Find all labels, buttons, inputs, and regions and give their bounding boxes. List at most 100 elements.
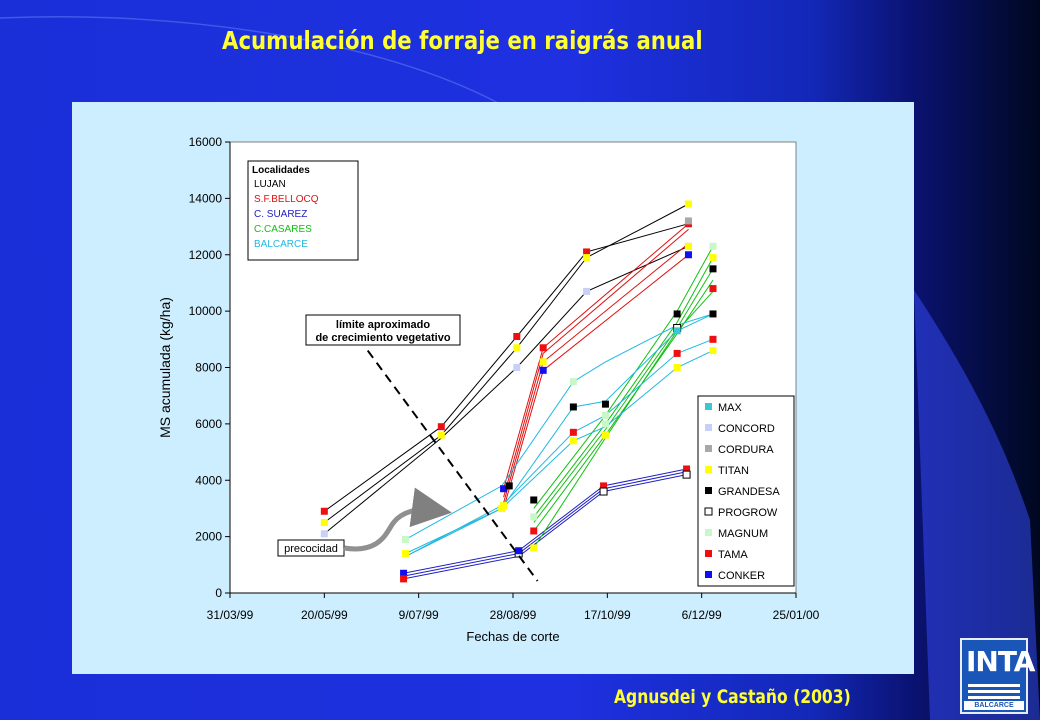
data-point-tama xyxy=(437,423,445,431)
chart-panel: 0 2000 4000 6000 8000 10000 12000 14000 16000 31/… xyxy=(72,102,914,674)
legend-label-progrow: PROGROW xyxy=(718,507,778,519)
logo-subtitle: BALCARCE xyxy=(964,701,1024,710)
y-tick-label: 6000 xyxy=(195,417,222,431)
data-point-titan xyxy=(498,504,506,512)
data-point-titan xyxy=(437,431,445,439)
localidades-box xyxy=(247,160,359,261)
legend-label-max: MAX xyxy=(718,402,743,414)
data-point-titan xyxy=(530,544,538,552)
legend-swatch-max xyxy=(705,403,712,410)
limite-annotation-line2: de crecimiento vegetativo xyxy=(315,332,450,344)
y-tick-label: 8000 xyxy=(195,361,222,375)
y-tick-label: 4000 xyxy=(195,473,222,487)
y-tick-label: 12000 xyxy=(189,248,223,262)
localidad-label: S.F.BELLOCQ xyxy=(254,194,319,205)
x-tick-label: 9/07/99 xyxy=(399,608,439,622)
series-line-c-casares xyxy=(533,268,714,523)
data-point-max xyxy=(673,327,681,335)
data-point-magnum xyxy=(530,513,538,521)
data-point-tama xyxy=(709,335,717,343)
series-line-balcarce xyxy=(405,350,714,557)
x-tick-label: 31/03/99 xyxy=(207,608,254,622)
legend-label-grandesa: GRANDESA xyxy=(718,486,780,498)
data-point-tama xyxy=(400,575,408,583)
localidad-label: C. SUAREZ xyxy=(254,209,307,220)
data-point-magnum xyxy=(601,420,609,428)
limite-annotation-box xyxy=(305,314,461,346)
data-point-tama xyxy=(569,428,577,436)
data-point-titan xyxy=(320,519,328,527)
logo-text: INTA xyxy=(966,645,1035,678)
data-point-concord xyxy=(583,287,591,295)
legend-label-concord: CONCORD xyxy=(718,423,775,435)
data-point-titan xyxy=(583,254,591,262)
y-tick-label: 0 xyxy=(215,586,222,600)
legend-label-titan: TITAN xyxy=(718,465,749,477)
legend-swatch-magnum xyxy=(705,529,712,536)
data-point-tama xyxy=(513,332,521,340)
data-point-concord xyxy=(320,530,328,538)
data-point-magnum xyxy=(601,411,609,419)
data-point-grandesa xyxy=(673,310,681,318)
legend-label-tama: TAMA xyxy=(718,549,748,561)
series-line-balcarce xyxy=(405,313,714,540)
series-line-c-suarez xyxy=(403,468,687,574)
vegetative-limit-line xyxy=(366,349,539,582)
data-point-conker xyxy=(400,569,408,577)
x-tick-label: 6/12/99 xyxy=(682,608,722,622)
legend-swatch-grandesa xyxy=(705,487,712,494)
data-point-cordura xyxy=(684,217,692,225)
localidades-legend: Localidades LUJAN S.F.BELLOCQ C. SUAREZ C.CA… xyxy=(247,160,359,261)
x-tick-label: 20/05/99 xyxy=(301,608,348,622)
precocidad-annotation: precocidad xyxy=(284,543,338,555)
y-tick-label: 10000 xyxy=(189,304,223,318)
series-line-balcarce xyxy=(405,338,714,557)
data-point-tama xyxy=(673,349,681,357)
limite-annotation-line1: límite aproximado xyxy=(336,319,430,331)
inta-logo: INTA BALCARCE xyxy=(960,638,1035,714)
data-point-titan xyxy=(601,431,609,439)
data-point-grandesa xyxy=(505,482,513,490)
data-point-titan xyxy=(684,200,692,208)
legend-swatch-cordura xyxy=(705,445,712,452)
data-point-titan xyxy=(673,364,681,371)
data-point-concord xyxy=(513,364,521,371)
logo-lines xyxy=(968,684,1020,700)
x-tick-label: 17/10/99 xyxy=(584,608,631,622)
data-point-titan xyxy=(539,358,547,366)
credit-text: Agnusdei y Castaño (2003) xyxy=(614,686,851,708)
legend-label-cordura: CORDURA xyxy=(718,444,774,456)
legend-swatch-concord xyxy=(705,424,712,431)
data-point-magnum xyxy=(569,378,577,386)
data-point-tama xyxy=(530,527,538,535)
data-point-progrow xyxy=(682,470,691,479)
legend-swatch-conker xyxy=(705,571,712,578)
accumulation-chart: 0 2000 4000 6000 8000 10000 12000 14000 16000 31/… xyxy=(157,135,820,644)
variety-legend: MAX CONCORD CORDURA TITAN GRANDESA PROGROW MAG… xyxy=(697,395,795,587)
data-point-grandesa xyxy=(709,310,717,318)
data-point-conker xyxy=(500,485,508,493)
legend-label-conker: CONKER xyxy=(718,570,765,582)
data-point-conker xyxy=(539,366,547,374)
data-point-titan xyxy=(709,347,717,355)
data-point-tama xyxy=(683,465,691,473)
y-tick-label: 16000 xyxy=(189,135,223,149)
x-tick-label: 28/08/99 xyxy=(490,608,537,622)
slide-title: Acumulación de forraje en raigrás anual xyxy=(222,26,703,55)
localidades-title: Localidades xyxy=(252,165,310,176)
data-point-conker xyxy=(515,547,523,555)
localidad-label: BALCARCE xyxy=(254,239,308,250)
x-tick-label: 25/01/00 xyxy=(773,608,820,622)
y-tick-label: 14000 xyxy=(189,191,223,205)
data-point-grandesa xyxy=(709,265,717,273)
y-tick-label: 2000 xyxy=(195,530,222,544)
data-point-magnum xyxy=(401,535,409,543)
data-point-tama xyxy=(583,248,591,256)
series-line-s-f-bellocq xyxy=(503,229,689,498)
data-point-tama xyxy=(539,344,547,352)
series-line-c-casares xyxy=(533,257,714,518)
data-point-titan xyxy=(709,254,717,262)
data-point-titan xyxy=(401,550,409,558)
localidad-label: LUJAN xyxy=(254,179,286,190)
